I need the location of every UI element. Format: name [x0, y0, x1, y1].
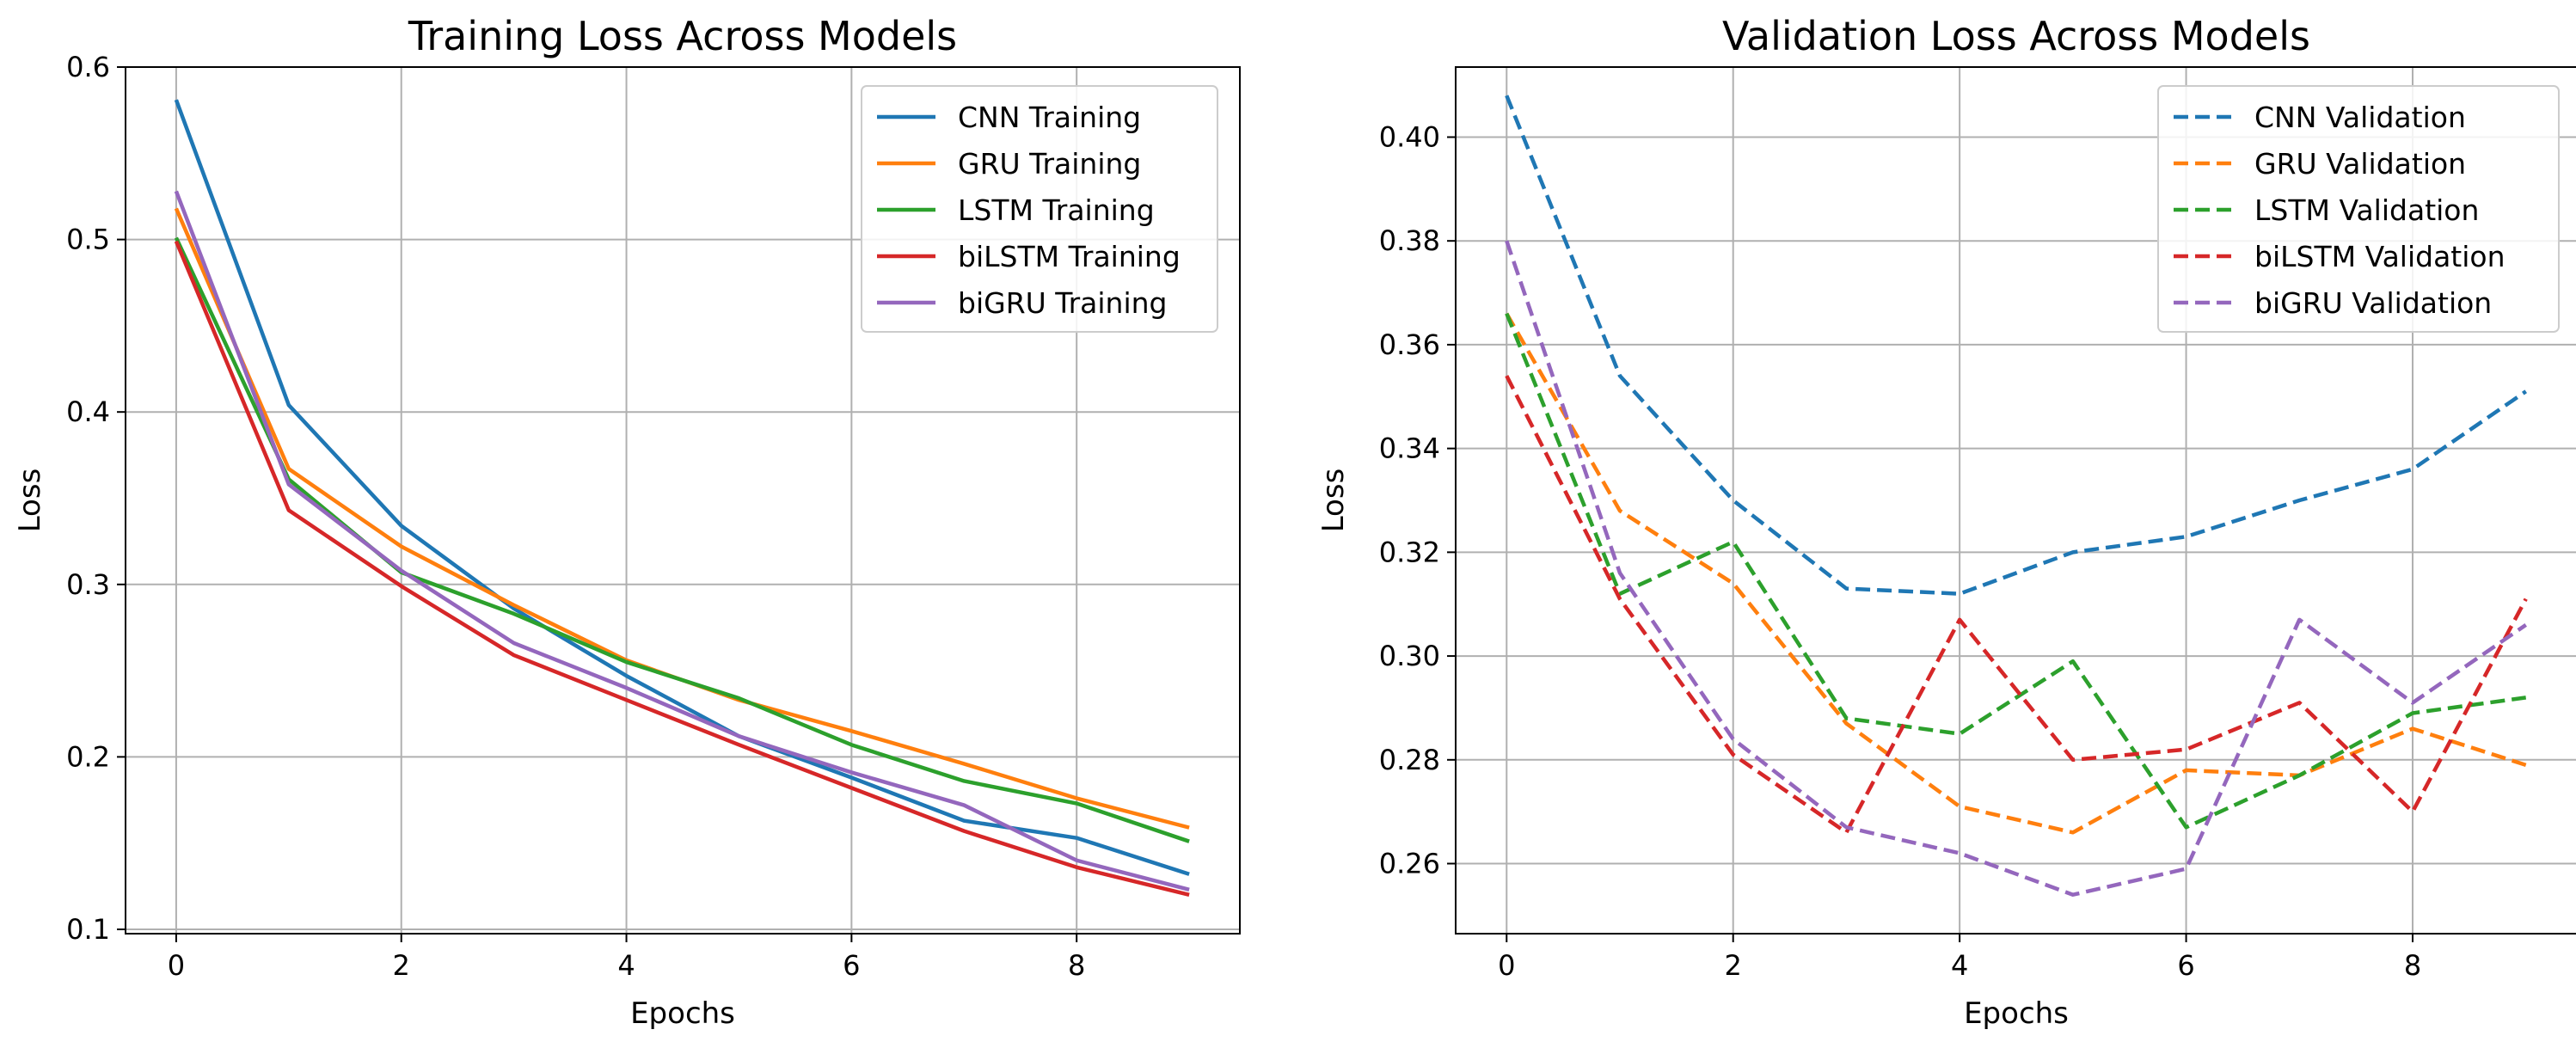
legend-label: biLSTM Validation — [2254, 240, 2505, 273]
y-tick-label: 0.3 — [66, 568, 110, 601]
legend-label: GRU Training — [958, 147, 1141, 181]
series-line-bigru-training — [174, 190, 1190, 892]
legend-label: CNN Training — [958, 101, 1141, 134]
y-tick-label: 0.6 — [66, 51, 110, 83]
y-tick-label: 0.4 — [66, 395, 110, 428]
x-tick-label: 8 — [1068, 949, 1085, 982]
series-line-gru-validation — [1505, 312, 2527, 835]
gridlines — [1456, 67, 2576, 934]
legend-label: GRU Validation — [2254, 147, 2466, 181]
legend-label: LSTM Training — [958, 193, 1155, 227]
x-tick-label: 2 — [1725, 949, 1742, 982]
x-tick-label: 4 — [1951, 949, 1968, 982]
y-tick-label: 0.2 — [66, 740, 110, 773]
x-tick-label: 6 — [843, 949, 860, 982]
legend-box — [861, 85, 1218, 333]
legend: CNN Validation GRU Validation LSTM Validat… — [2157, 85, 2560, 333]
axes-frame — [125, 66, 1241, 935]
series-line-lstm-validation — [1505, 312, 2527, 830]
training-loss-chart: Training Loss Across Models 0 2 4 6 8 0.1 0.2… — [13, 13, 1241, 1031]
y-tick-label: 0.26 — [1379, 848, 1440, 880]
series-line-cnn-training — [174, 99, 1190, 876]
y-ticks: 0.26 0.28 0.30 0.32 0.34 0.36 0.38 0.40 — [1379, 120, 1456, 880]
legend-box — [2157, 85, 2560, 333]
y-tick-label: 0.30 — [1379, 640, 1440, 672]
y-axis-label: Loss — [1316, 469, 1351, 533]
y-tick-label: 0.38 — [1379, 224, 1440, 257]
legend-label: biGRU Validation — [2254, 286, 2492, 320]
y-tick-label: 0.40 — [1379, 120, 1440, 153]
x-tick-label: 4 — [617, 949, 635, 982]
x-axis-label: Epochs — [630, 996, 735, 1031]
y-ticks: 0.1 0.2 0.3 0.4 0.5 0.6 — [66, 51, 126, 946]
legend-label: LSTM Validation — [2254, 193, 2479, 227]
y-tick-label: 0.32 — [1379, 536, 1440, 568]
series-line-cnn-validation — [1505, 95, 2528, 596]
y-tick-label: 0.34 — [1379, 432, 1440, 465]
legend-label: biLSTM Training — [958, 240, 1181, 273]
series-line-bigru-validation — [1505, 240, 2528, 897]
x-axis-label: Epochs — [1964, 996, 2069, 1031]
legend-label: biGRU Training — [958, 286, 1167, 320]
x-ticks: 0 2 4 6 8 — [168, 934, 1085, 982]
x-ticks: 0 2 4 6 8 — [1498, 934, 2421, 982]
y-tick-label: 0.1 — [66, 913, 110, 946]
x-tick-label: 0 — [168, 949, 185, 982]
series-line-bilstm-validation — [1505, 375, 2528, 835]
x-tick-label: 0 — [1498, 949, 1515, 982]
chart-title: Validation Loss Across Models — [1722, 13, 2310, 59]
x-tick-label: 2 — [393, 949, 410, 982]
axes-frame — [1455, 66, 2576, 935]
y-tick-label: 0.28 — [1379, 744, 1440, 776]
chart-title: Training Loss Across Models — [408, 13, 957, 59]
series-lines — [174, 99, 1190, 898]
series-lines — [1505, 95, 2528, 897]
legend: CNN Training GRU Training LSTM Training biL… — [861, 85, 1218, 333]
y-axis-label: Loss — [13, 469, 47, 533]
y-tick-label: 0.36 — [1379, 328, 1440, 361]
y-tick-label: 0.5 — [66, 224, 110, 256]
x-tick-label: 6 — [2177, 949, 2194, 982]
legend-label: CNN Validation — [2254, 101, 2466, 134]
x-tick-label: 8 — [2404, 949, 2421, 982]
series-line-bilstm-training — [174, 240, 1190, 898]
validation-loss-chart: Validation Loss Across Models 0 2 4 6 8 0.26… — [1316, 13, 2576, 1031]
